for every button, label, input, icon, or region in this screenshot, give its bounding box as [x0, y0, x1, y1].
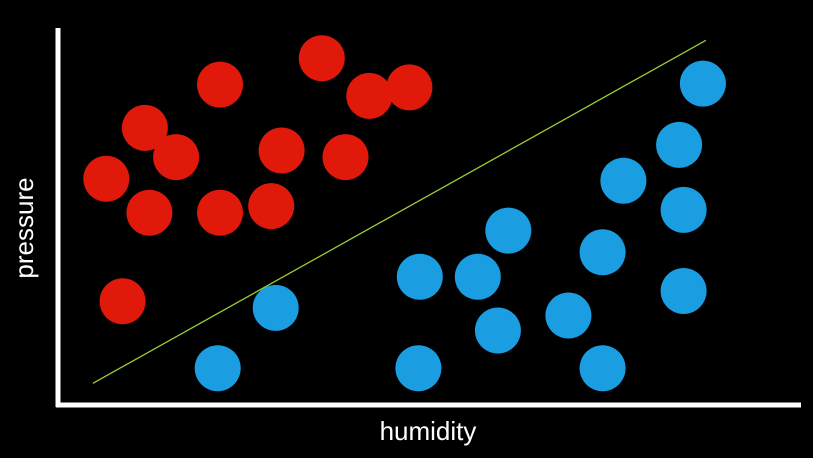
red-point-11	[346, 72, 393, 119]
red-point-9	[298, 35, 345, 82]
red-point-2	[121, 104, 168, 151]
red-point-4	[126, 189, 173, 236]
blue-point-2	[656, 121, 703, 168]
blue-point-14	[395, 345, 442, 392]
red-point-8	[258, 127, 305, 174]
red-point-7	[248, 183, 295, 230]
decision-boundary-line	[92, 39, 707, 384]
blue-point-13	[194, 345, 241, 392]
blue-point-9	[252, 284, 299, 331]
blue-point-7	[396, 253, 443, 300]
blue-point-11	[545, 292, 592, 339]
x-axis-label: humidity	[380, 416, 477, 446]
blue-point-3	[600, 157, 647, 204]
points-layer	[83, 35, 726, 392]
blue-point-10	[474, 307, 521, 354]
red-point-6	[197, 189, 243, 236]
red-point-1	[83, 155, 130, 202]
red-point-5	[197, 61, 243, 108]
y-axis-label: pressure	[9, 177, 39, 278]
blue-point-1	[679, 60, 726, 107]
blue-point-5	[485, 207, 532, 254]
red-point-12	[386, 64, 433, 111]
blue-point-15	[579, 345, 626, 392]
red-point-13	[99, 278, 146, 325]
red-point-10	[322, 134, 369, 181]
blue-point-12	[660, 268, 707, 314]
blue-point-4	[660, 186, 707, 233]
blue-point-6	[579, 229, 626, 276]
blue-point-8	[454, 253, 501, 300]
red-point-3	[153, 134, 200, 181]
